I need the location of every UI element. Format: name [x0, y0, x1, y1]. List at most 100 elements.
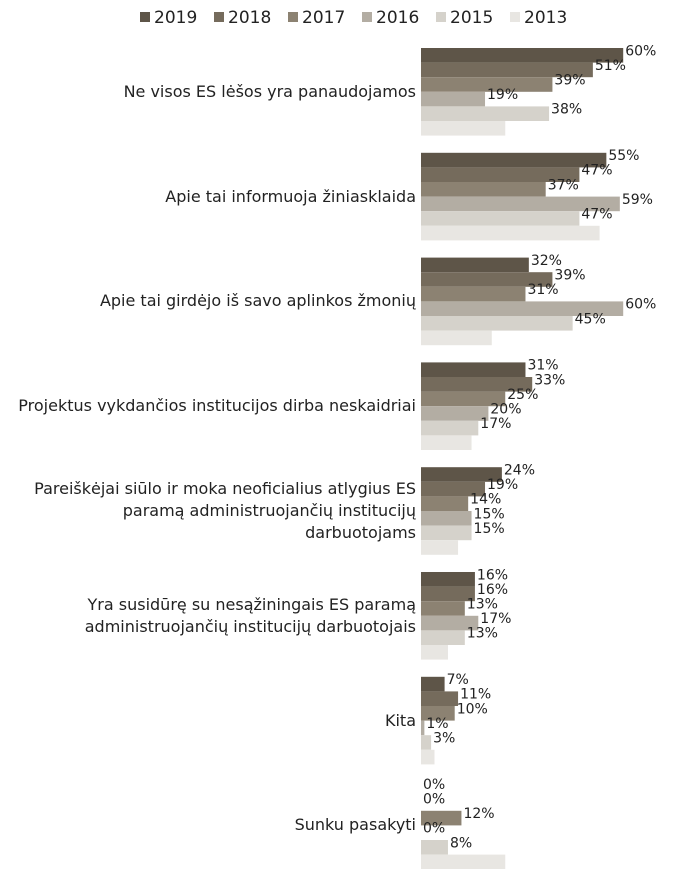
value-label: 47%	[581, 207, 612, 223]
bar	[421, 301, 624, 316]
value-label: 24%	[504, 463, 535, 479]
value-label: 32%	[531, 253, 562, 269]
category-label: Kita	[384, 710, 416, 730]
value-label: 14%	[470, 492, 501, 508]
bar	[421, 152, 607, 168]
bar	[421, 525, 472, 541]
value-label: 47%	[581, 163, 612, 179]
value-label: 3%	[433, 731, 455, 747]
value-label: 10%	[457, 701, 488, 717]
bar	[421, 257, 529, 273]
bar	[421, 676, 445, 692]
bar	[421, 121, 506, 136]
category-label: Apie tai girdėjo iš savo aplinkos žmonių	[99, 291, 416, 311]
bar	[421, 840, 448, 855]
value-label: 12%	[463, 806, 494, 822]
value-label: 45%	[575, 311, 606, 327]
legend-swatch	[436, 12, 446, 22]
legend-swatch	[288, 12, 298, 22]
value-label: 0%	[423, 821, 445, 837]
value-label: 13%	[467, 597, 498, 613]
value-label: 59%	[622, 192, 653, 208]
value-label: 33%	[534, 372, 565, 388]
bar	[421, 182, 546, 197]
value-label: 51%	[595, 58, 626, 74]
value-label: 39%	[554, 73, 585, 89]
legend-swatch	[214, 12, 224, 22]
value-label: 31%	[527, 282, 558, 298]
bar	[421, 435, 472, 450]
value-label: 25%	[507, 387, 538, 403]
value-label: 13%	[467, 626, 498, 642]
bar	[421, 391, 506, 407]
bar	[421, 630, 465, 645]
bar	[421, 601, 465, 616]
legend-label: 2015	[450, 8, 493, 28]
bar	[421, 420, 479, 436]
category-label: Ne visos ES lėšos yra panaudojamos	[123, 81, 416, 101]
bar	[421, 48, 624, 63]
bar	[421, 749, 435, 765]
bar	[421, 316, 573, 331]
value-label: 11%	[460, 687, 491, 703]
category-label: Apie tai informuoja žiniasklaida	[165, 186, 416, 206]
bar	[421, 810, 462, 826]
bar	[421, 854, 506, 869]
bar	[421, 377, 533, 392]
value-label: 17%	[480, 416, 511, 432]
category-label: Projektus vykdančios institucijos dirba …	[18, 396, 416, 416]
bar	[421, 272, 553, 287]
value-label: 1%	[426, 716, 448, 732]
value-label: 0%	[423, 792, 445, 808]
bar	[421, 77, 553, 92]
value-label: 38%	[551, 102, 582, 118]
value-label: 55%	[608, 148, 639, 164]
bar	[421, 706, 455, 721]
value-label: 7%	[447, 672, 469, 688]
legend-swatch	[510, 12, 520, 22]
bar	[421, 572, 475, 587]
value-label: 15%	[474, 506, 505, 522]
legend-swatch	[362, 12, 372, 22]
value-label: 20%	[490, 402, 521, 418]
value-label: 19%	[487, 477, 518, 493]
bar	[421, 225, 600, 241]
bar	[421, 720, 425, 736]
legend-label: 2017	[302, 8, 345, 28]
bar	[421, 511, 472, 526]
bar	[421, 645, 448, 660]
bar	[421, 362, 526, 377]
bar	[421, 406, 489, 421]
bar	[421, 496, 469, 511]
legend-swatch	[140, 12, 150, 22]
bar	[421, 91, 486, 107]
value-label: 16%	[477, 582, 508, 598]
value-label: 60%	[625, 43, 656, 59]
value-label: 19%	[487, 87, 518, 103]
category-label: Pareiškėjai siūlo ir moka neoficialius a…	[34, 479, 416, 542]
bar	[421, 586, 475, 602]
value-label: 60%	[625, 297, 656, 313]
value-label: 37%	[548, 177, 579, 193]
bar	[421, 481, 486, 497]
value-label: 17%	[480, 611, 511, 627]
bar	[421, 691, 459, 706]
value-label: 0%	[423, 777, 445, 793]
bar	[421, 106, 550, 121]
legend-label: 2016	[376, 8, 419, 28]
legend-label: 2018	[228, 8, 271, 28]
bar	[421, 167, 580, 182]
bar	[421, 62, 593, 78]
bar	[421, 615, 479, 631]
bar	[421, 467, 502, 482]
bar	[421, 540, 459, 555]
value-label: 15%	[474, 521, 505, 537]
category-label: Yra susidūrę su nesąžiningais ES paramą …	[84, 594, 416, 636]
category-label: Sunku pasakyti	[294, 815, 416, 835]
bar	[421, 330, 492, 346]
bar	[421, 196, 620, 212]
value-label: 31%	[527, 358, 558, 374]
bar	[421, 735, 432, 750]
